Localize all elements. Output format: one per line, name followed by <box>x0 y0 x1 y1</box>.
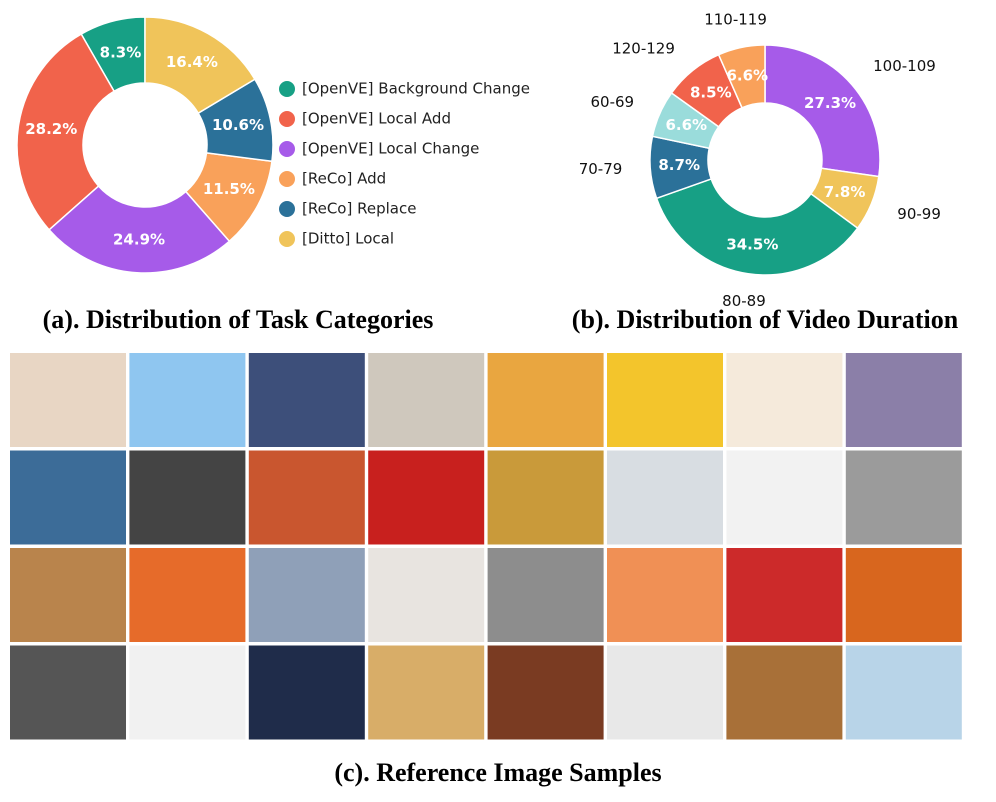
data-label: 34.5% <box>726 236 778 254</box>
legend-swatch <box>279 111 295 127</box>
reference-image <box>845 450 962 545</box>
reference-image <box>607 353 723 447</box>
reference-image <box>845 645 962 740</box>
data-label: 27.3% <box>804 94 856 112</box>
chart-title: (b). Distribution of Video Duration <box>572 305 959 334</box>
data-label: 8.7% <box>658 156 700 174</box>
donut-slice <box>144 16 256 115</box>
donut-slice <box>48 185 231 274</box>
reference-image <box>368 548 485 642</box>
reference-image <box>368 645 485 740</box>
reference-image <box>487 450 604 545</box>
reference-image <box>726 450 843 545</box>
reference-image <box>487 548 604 642</box>
data-label: 16.4% <box>166 53 218 71</box>
donut-slice <box>717 44 766 109</box>
reference-image <box>487 353 604 447</box>
data-label: 7.8% <box>824 183 866 201</box>
reference-image <box>248 645 365 740</box>
reference-image <box>726 645 843 740</box>
reference-image <box>248 548 365 642</box>
reference-image <box>10 450 126 545</box>
category-label: 100-109 <box>873 57 936 75</box>
legend-label: [OpenVE] Local Change <box>302 140 479 158</box>
legend-swatch <box>279 171 295 187</box>
donut-slice <box>764 44 881 178</box>
reference-image <box>129 548 246 642</box>
category-label: 120-129 <box>612 39 675 57</box>
reference-image <box>487 645 604 740</box>
data-label: 10.6% <box>212 116 264 134</box>
category-label: 60-69 <box>591 93 635 111</box>
reference-image <box>845 548 962 642</box>
data-label: 28.2% <box>25 120 77 138</box>
caption: (c). Reference Image Samples <box>334 758 661 787</box>
category-label: 90-99 <box>897 205 941 223</box>
data-label: 8.3% <box>100 44 142 62</box>
data-label: 6.6% <box>726 66 768 84</box>
legend-swatch <box>279 201 295 217</box>
legend-label: [ReCo] Replace <box>302 200 416 218</box>
reference-image <box>129 353 246 447</box>
legend-swatch <box>279 231 295 247</box>
reference-image <box>607 548 723 642</box>
reference-image <box>129 450 246 545</box>
data-label: 6.6% <box>665 116 707 134</box>
reference-image <box>726 353 843 447</box>
category-label: 70-79 <box>579 160 623 178</box>
legend-label: [Ditto] Local <box>302 230 394 248</box>
data-label: 24.9% <box>113 230 165 248</box>
reference-image <box>607 450 723 545</box>
legend-label: [OpenVE] Local Add <box>302 110 451 128</box>
chart-title: (a). Distribution of Task Categories <box>43 305 434 334</box>
reference-image <box>10 645 126 740</box>
reference-image <box>368 353 485 447</box>
donut-slice <box>655 178 859 276</box>
reference-image <box>368 450 485 545</box>
reference-image <box>248 450 365 545</box>
reference-image <box>248 353 365 447</box>
donut-slice <box>16 33 116 231</box>
legend-label: [OpenVE] Background Change <box>302 80 530 98</box>
reference-image <box>607 645 723 740</box>
reference-image <box>845 353 962 447</box>
category-label: 110-119 <box>704 11 767 29</box>
data-label: 8.5% <box>690 84 732 102</box>
category-label: 80-89 <box>722 292 766 310</box>
reference-image <box>129 645 246 740</box>
legend-label: [ReCo] Add <box>302 170 386 188</box>
reference-image <box>726 548 843 642</box>
data-label: 11.5% <box>203 180 255 198</box>
reference-image <box>10 353 126 447</box>
legend-swatch <box>279 81 295 97</box>
reference-image <box>10 548 126 642</box>
legend-swatch <box>279 141 295 157</box>
